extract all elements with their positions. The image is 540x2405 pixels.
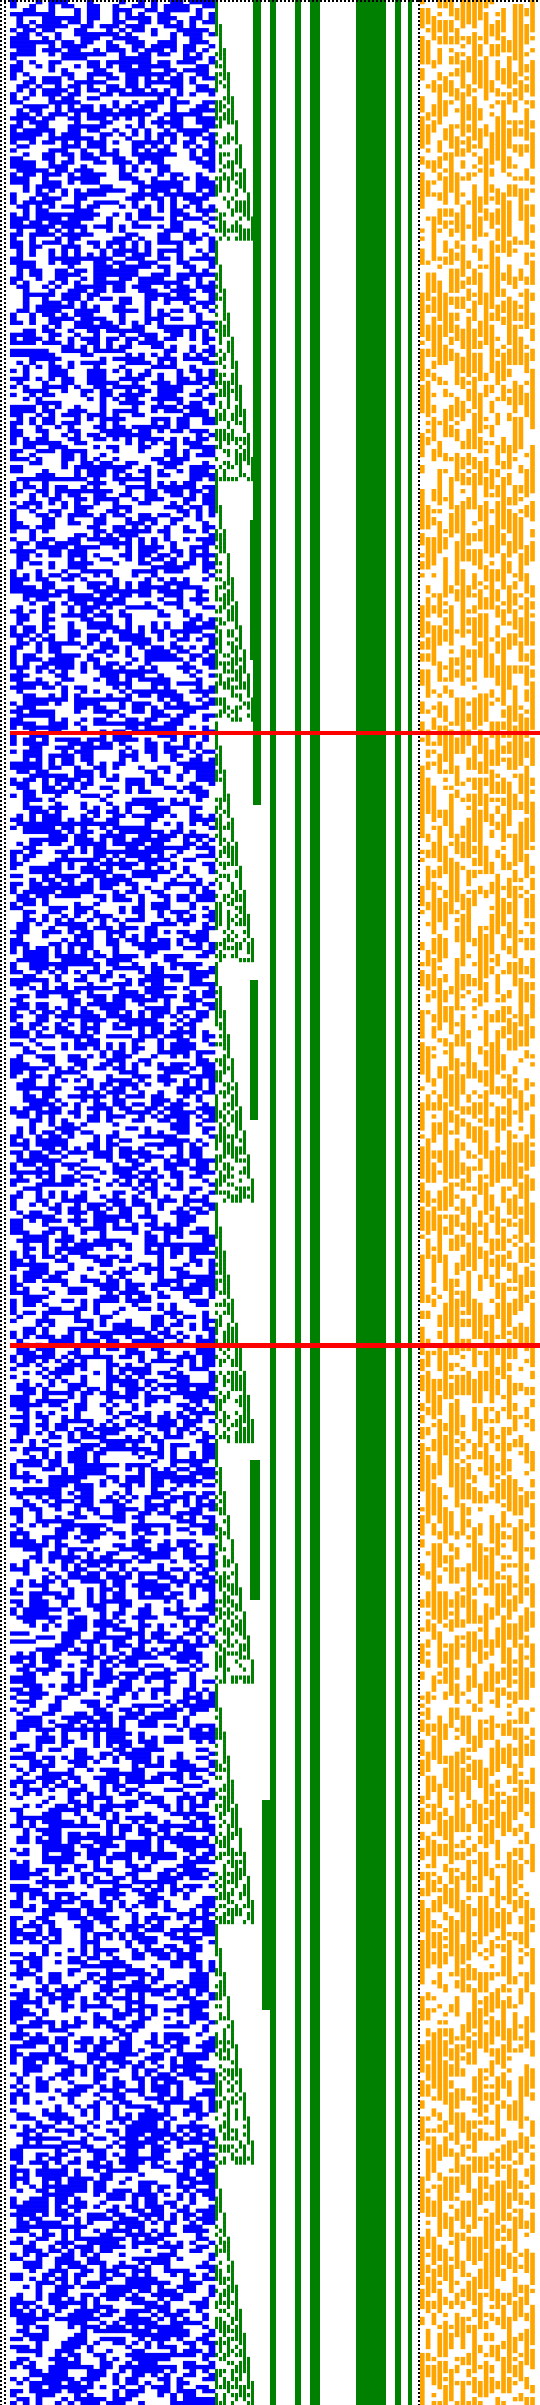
green-staircase [215, 0, 254, 2405]
green-bar [356, 0, 365, 2405]
green-bar [310, 0, 320, 2405]
green-bar [364, 0, 386, 2405]
green-bar [395, 0, 401, 2405]
red-marker-lines [10, 731, 540, 1348]
blue-cell-grid [10, 0, 216, 2405]
green-bar-group [250, 0, 412, 2405]
green-bar-segment [250, 520, 256, 660]
green-bar [295, 0, 301, 2405]
green-bar-segment [262, 1800, 274, 2010]
green-bar [253, 0, 261, 805]
red-marker-line [10, 1343, 540, 1348]
green-bar-segment [250, 980, 258, 1120]
green-bar-segment [250, 1460, 260, 1600]
orange-cell-grid [420, 0, 535, 2405]
green-bar [270, 0, 276, 2405]
green-bar [408, 0, 412, 2405]
red-marker-line [10, 731, 540, 735]
